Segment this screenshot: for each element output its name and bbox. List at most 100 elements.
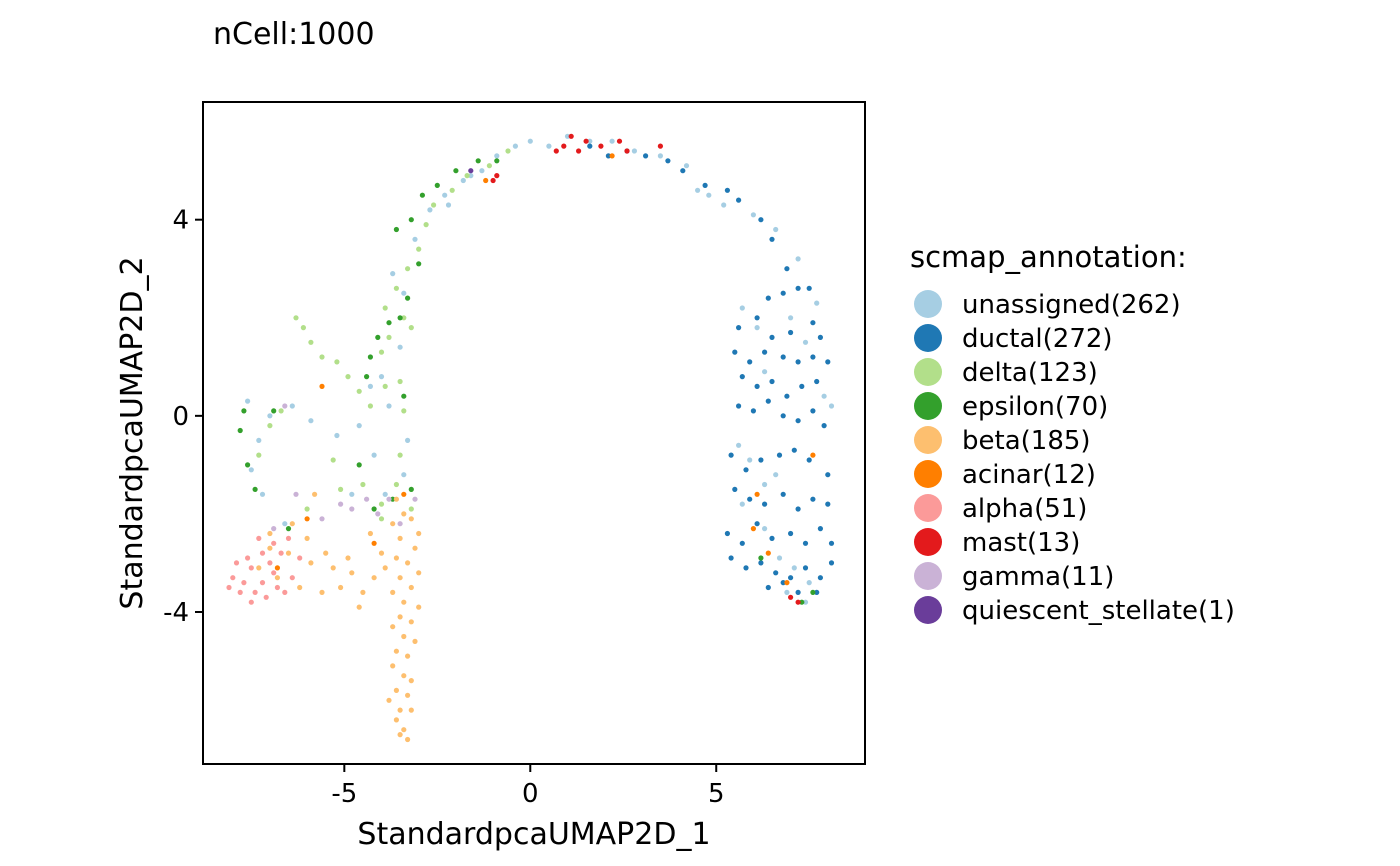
legend-label: unassigned(262) (962, 290, 1181, 320)
data-point (405, 295, 411, 301)
data-point (267, 530, 273, 537)
data-point (739, 501, 745, 507)
data-point (494, 153, 500, 159)
data-point (721, 202, 727, 208)
data-point (297, 584, 303, 591)
data-point (795, 506, 801, 512)
data-point (724, 187, 731, 193)
data-point (401, 599, 407, 605)
data-point (728, 452, 734, 458)
data-point (401, 727, 407, 733)
data-point (397, 344, 403, 350)
data-point (598, 143, 604, 149)
data-point (360, 589, 366, 596)
data-point (505, 148, 511, 154)
data-point (762, 349, 768, 355)
data-point (553, 148, 559, 154)
data-point (657, 143, 664, 149)
data-point (248, 467, 254, 473)
data-point (397, 521, 403, 527)
data-point (233, 560, 240, 566)
data-point (494, 173, 500, 179)
x-tick-label: -5 (331, 779, 357, 809)
data-point (393, 648, 399, 654)
series-1 (587, 143, 835, 596)
data-point (780, 580, 786, 586)
data-point (683, 163, 690, 169)
data-point (412, 496, 418, 502)
legend-key (914, 460, 942, 488)
data-point (304, 506, 310, 512)
data-point (278, 550, 284, 556)
legend-item: alpha(51) (914, 494, 1087, 524)
data-point (408, 486, 414, 492)
data-point (393, 687, 399, 694)
data-point (736, 197, 742, 203)
data-point (408, 619, 414, 625)
data-point (330, 565, 336, 571)
legend-label: beta(185) (962, 426, 1091, 456)
data-point (795, 589, 801, 596)
data-point (386, 320, 392, 326)
data-point (464, 173, 470, 179)
data-point (825, 472, 831, 478)
data-point (267, 423, 273, 429)
data-point (289, 575, 295, 581)
data-point (386, 403, 392, 409)
data-point (490, 177, 496, 184)
data-point (390, 624, 396, 630)
data-point (319, 383, 325, 389)
data-point (256, 452, 262, 458)
data-point (397, 535, 403, 542)
data-point (765, 295, 771, 301)
data-point (799, 383, 805, 389)
data-point (271, 408, 277, 414)
data-point (776, 555, 783, 561)
data-point (795, 418, 801, 424)
data-point (605, 153, 612, 159)
data-point (754, 383, 760, 389)
data-point (788, 575, 794, 581)
data-point (423, 222, 429, 228)
data-point (256, 565, 262, 571)
series-6 (226, 535, 303, 605)
data-point (390, 663, 396, 669)
data-point (393, 481, 399, 488)
series-0 (245, 133, 835, 605)
data-point (241, 580, 247, 586)
legend-item: unassigned(262) (914, 290, 1181, 320)
data-point (378, 501, 385, 507)
data-point (401, 315, 407, 321)
data-point (334, 432, 340, 439)
data-point (609, 138, 615, 144)
data-point (408, 516, 414, 522)
data-point (382, 491, 388, 497)
data-point (397, 614, 403, 620)
data-point (784, 393, 790, 399)
data-point (289, 403, 295, 409)
data-point (405, 560, 411, 566)
data-point (736, 325, 742, 331)
data-point (743, 565, 749, 571)
x-axis-title: StandardpcaUMAP2D_1 (357, 817, 710, 852)
data-point (360, 481, 366, 488)
data-point (382, 305, 388, 311)
data-point (828, 540, 835, 546)
data-point (252, 589, 258, 596)
data-point (754, 325, 760, 331)
data-point (802, 565, 809, 571)
data-point (817, 526, 824, 532)
data-point (405, 437, 411, 443)
data-point (408, 506, 414, 512)
data-point (817, 575, 824, 581)
data-point (293, 491, 299, 497)
data-point (401, 393, 407, 399)
plot-panel-border (202, 101, 866, 765)
data-point (274, 565, 280, 571)
series-3 (237, 158, 816, 605)
data-point (334, 359, 340, 365)
data-point (401, 472, 407, 478)
data-point (814, 300, 820, 306)
data-point (397, 315, 403, 321)
data-point (289, 521, 295, 527)
